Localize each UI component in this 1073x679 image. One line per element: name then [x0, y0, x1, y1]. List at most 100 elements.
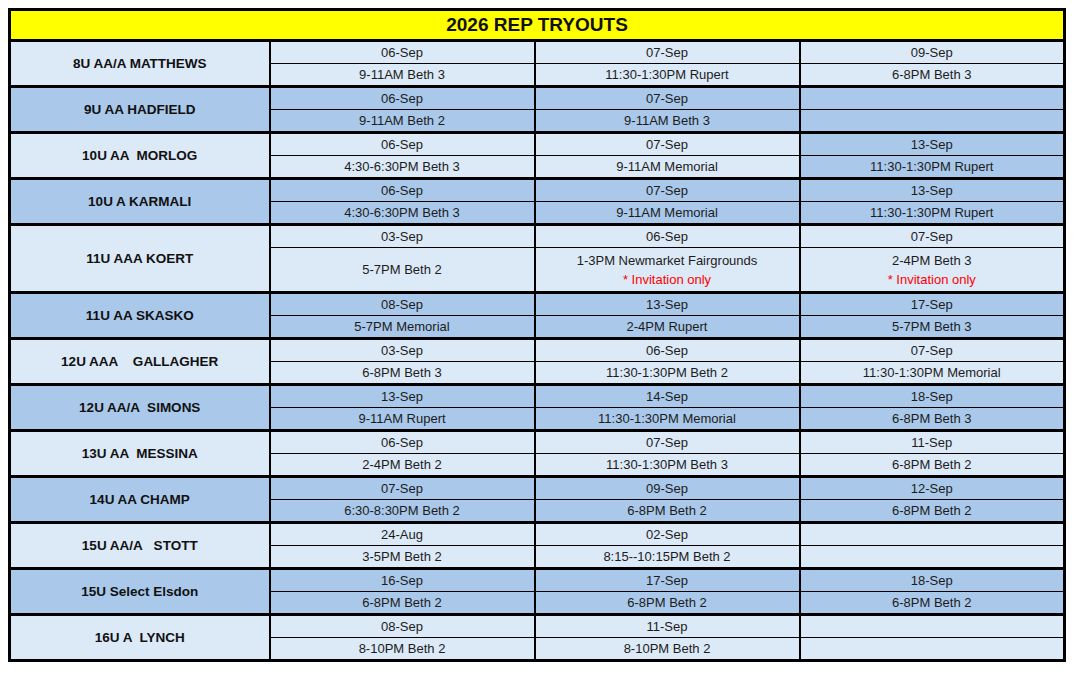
session-detail-cell: 5-7PM Beth 3 [800, 316, 1065, 339]
team-name-cell: 14U AA CHAMP [10, 477, 270, 523]
session-detail-cell: 6-8PM Beth 2 [535, 592, 800, 615]
session-date-cell [800, 87, 1065, 110]
session-detail-cell: 4:30-6:30PM Beth 3 [270, 202, 535, 225]
session-detail-text: 5-7PM Memorial [272, 317, 533, 336]
session-date-cell: 03-Sep [270, 339, 535, 362]
session-date-cell: 07-Sep [800, 225, 1065, 248]
session-date-cell: 08-Sep [270, 615, 535, 638]
session-date-cell: 07-Sep [535, 41, 800, 64]
session-detail-text: 4:30-6:30PM Beth 3 [272, 203, 533, 222]
team-name-cell: 16U A LYNCH [10, 615, 270, 661]
session-date-cell: 13-Sep [535, 293, 800, 316]
session-date-cell [800, 523, 1065, 546]
team-name-cell: 8U AA/A MATTHEWS [10, 41, 270, 87]
session-detail-cell: 11:30-1:30PM Memorial [800, 362, 1065, 385]
session-detail-cell: 9-11AM Memorial [535, 202, 800, 225]
page: 2026 REP TRYOUTS 8U AA/A MATTHEWS06-Sep0… [0, 0, 1073, 679]
session-date-cell: 13-Sep [270, 385, 535, 408]
session-detail-cell: 2-4PM Beth 3* Invitation only [800, 248, 1065, 293]
session-date-cell: 09-Sep [535, 477, 800, 500]
session-detail-cell: 8-10PM Beth 2 [270, 638, 535, 661]
session-date-cell: 06-Sep [270, 133, 535, 156]
team-row-dates: 11U AA SKASKO08-Sep13-Sep17-Sep [10, 293, 1065, 316]
session-detail-text: 8:15--10:15PM Beth 2 [537, 547, 798, 566]
session-detail-text: 6-8PM Beth 2 [272, 593, 533, 612]
team-row-dates: 12U AAA GALLAGHER03-Sep06-Sep07-Sep [10, 339, 1065, 362]
session-date-cell: 06-Sep [535, 339, 800, 362]
session-detail-text: 9-11AM Rupert [272, 409, 533, 428]
table-title: 2026 REP TRYOUTS [10, 10, 1065, 41]
session-detail-text: 6-8PM Beth 3 [272, 363, 533, 382]
team-row-dates: 16U A LYNCH08-Sep11-Sep [10, 615, 1065, 638]
session-detail-text: 2-4PM Rupert [537, 317, 798, 336]
session-detail-text: 11:30-1:30PM Rupert [802, 203, 1063, 222]
session-detail-text: 9-11AM Beth 2 [272, 111, 533, 130]
session-date-cell: 06-Sep [270, 179, 535, 202]
session-detail-text: 2-4PM Beth 3 [802, 251, 1063, 270]
session-date-cell [800, 615, 1065, 638]
session-detail-cell: 5-7PM Memorial [270, 316, 535, 339]
team-row-dates: 10U A KARMALI06-Sep07-Sep13-Sep [10, 179, 1065, 202]
team-name-cell: 10U A KARMALI [10, 179, 270, 225]
team-name-cell: 15U AA/A STOTT [10, 523, 270, 569]
invitation-note: * Invitation only [802, 270, 1063, 289]
session-detail-cell: 5-7PM Beth 2 [270, 248, 535, 293]
session-detail-cell: 6-8PM Beth 2 [800, 500, 1065, 523]
session-detail-text: 1-3PM Newmarket Fairgrounds [537, 251, 798, 270]
session-detail-cell: 6-8PM Beth 3 [800, 408, 1065, 431]
session-detail-cell [800, 638, 1065, 661]
session-detail-text: 11:30-1:30PM Rupert [802, 157, 1063, 176]
session-detail-cell: 11:30-1:30PM Rupert [800, 202, 1065, 225]
session-detail-text: 6-8PM Beth 2 [537, 501, 798, 520]
session-detail-cell: 1-3PM Newmarket Fairgrounds* Invitation … [535, 248, 800, 293]
session-detail-text: 11:30-1:30PM Beth 2 [537, 363, 798, 382]
session-detail-cell: 6-8PM Beth 2 [800, 454, 1065, 477]
team-row-dates: 11U AAA KOERT03-Sep06-Sep07-Sep [10, 225, 1065, 248]
session-detail-cell: 6-8PM Beth 2 [270, 592, 535, 615]
session-detail-cell: 11:30-1:30PM Memorial [535, 408, 800, 431]
tryouts-table: 2026 REP TRYOUTS 8U AA/A MATTHEWS06-Sep0… [8, 8, 1066, 662]
team-name-cell: 11U AA SKASKO [10, 293, 270, 339]
session-detail-text: 9-11AM Beth 3 [272, 65, 533, 84]
session-detail-cell: 3-5PM Beth 2 [270, 546, 535, 569]
session-date-cell: 03-Sep [270, 225, 535, 248]
session-detail-cell: 6-8PM Beth 2 [535, 500, 800, 523]
session-date-cell: 06-Sep [270, 431, 535, 454]
team-name-cell: 12U AA/A SIMONS [10, 385, 270, 431]
session-date-cell: 07-Sep [535, 87, 800, 110]
session-detail-cell: 4:30-6:30PM Beth 3 [270, 156, 535, 179]
session-detail-cell: 2-4PM Beth 2 [270, 454, 535, 477]
session-detail-text: 4:30-6:30PM Beth 3 [272, 157, 533, 176]
session-date-cell: 18-Sep [800, 385, 1065, 408]
session-detail-cell [800, 546, 1065, 569]
session-detail-cell: 11:30-1:30PM Beth 2 [535, 362, 800, 385]
team-name-cell: 15U Select Elsdon [10, 569, 270, 615]
session-detail-cell: 9-11AM Beth 3 [270, 64, 535, 87]
session-detail-text: 11:30-1:30PM Rupert [537, 65, 798, 84]
invitation-note: * Invitation only [537, 270, 798, 289]
session-detail-cell: 6-8PM Beth 3 [270, 362, 535, 385]
session-detail-text: 6-8PM Beth 2 [802, 455, 1063, 474]
session-detail-text: 11:30-1:30PM Beth 3 [537, 455, 798, 474]
session-detail-cell: 8-10PM Beth 2 [535, 638, 800, 661]
session-detail-text: 8-10PM Beth 2 [537, 639, 798, 658]
session-detail-cell: 9-11AM Rupert [270, 408, 535, 431]
team-row-dates: 14U AA CHAMP07-Sep09-Sep12-Sep [10, 477, 1065, 500]
session-date-cell: 06-Sep [270, 41, 535, 64]
session-detail-cell: 6:30-8:30PM Beth 2 [270, 500, 535, 523]
tryouts-table-body: 8U AA/A MATTHEWS06-Sep07-Sep09-Sep9-11AM… [10, 41, 1065, 661]
session-detail-cell: 8:15--10:15PM Beth 2 [535, 546, 800, 569]
session-detail-cell: 9-11AM Beth 3 [535, 110, 800, 133]
session-detail-text: 9-11AM Memorial [537, 157, 798, 176]
session-date-cell: 07-Sep [800, 339, 1065, 362]
session-date-cell: 16-Sep [270, 569, 535, 592]
session-detail-text: 6-8PM Beth 2 [537, 593, 798, 612]
team-row-dates: 10U AA MORLOG06-Sep07-Sep13-Sep [10, 133, 1065, 156]
session-detail-text: 6-8PM Beth 3 [802, 409, 1063, 428]
session-detail-text: 8-10PM Beth 2 [272, 639, 533, 658]
session-date-cell: 07-Sep [535, 133, 800, 156]
session-date-cell: 07-Sep [535, 179, 800, 202]
team-row-dates: 13U AA MESSINA06-Sep07-Sep11-Sep [10, 431, 1065, 454]
session-date-cell: 07-Sep [535, 431, 800, 454]
session-detail-cell [800, 110, 1065, 133]
